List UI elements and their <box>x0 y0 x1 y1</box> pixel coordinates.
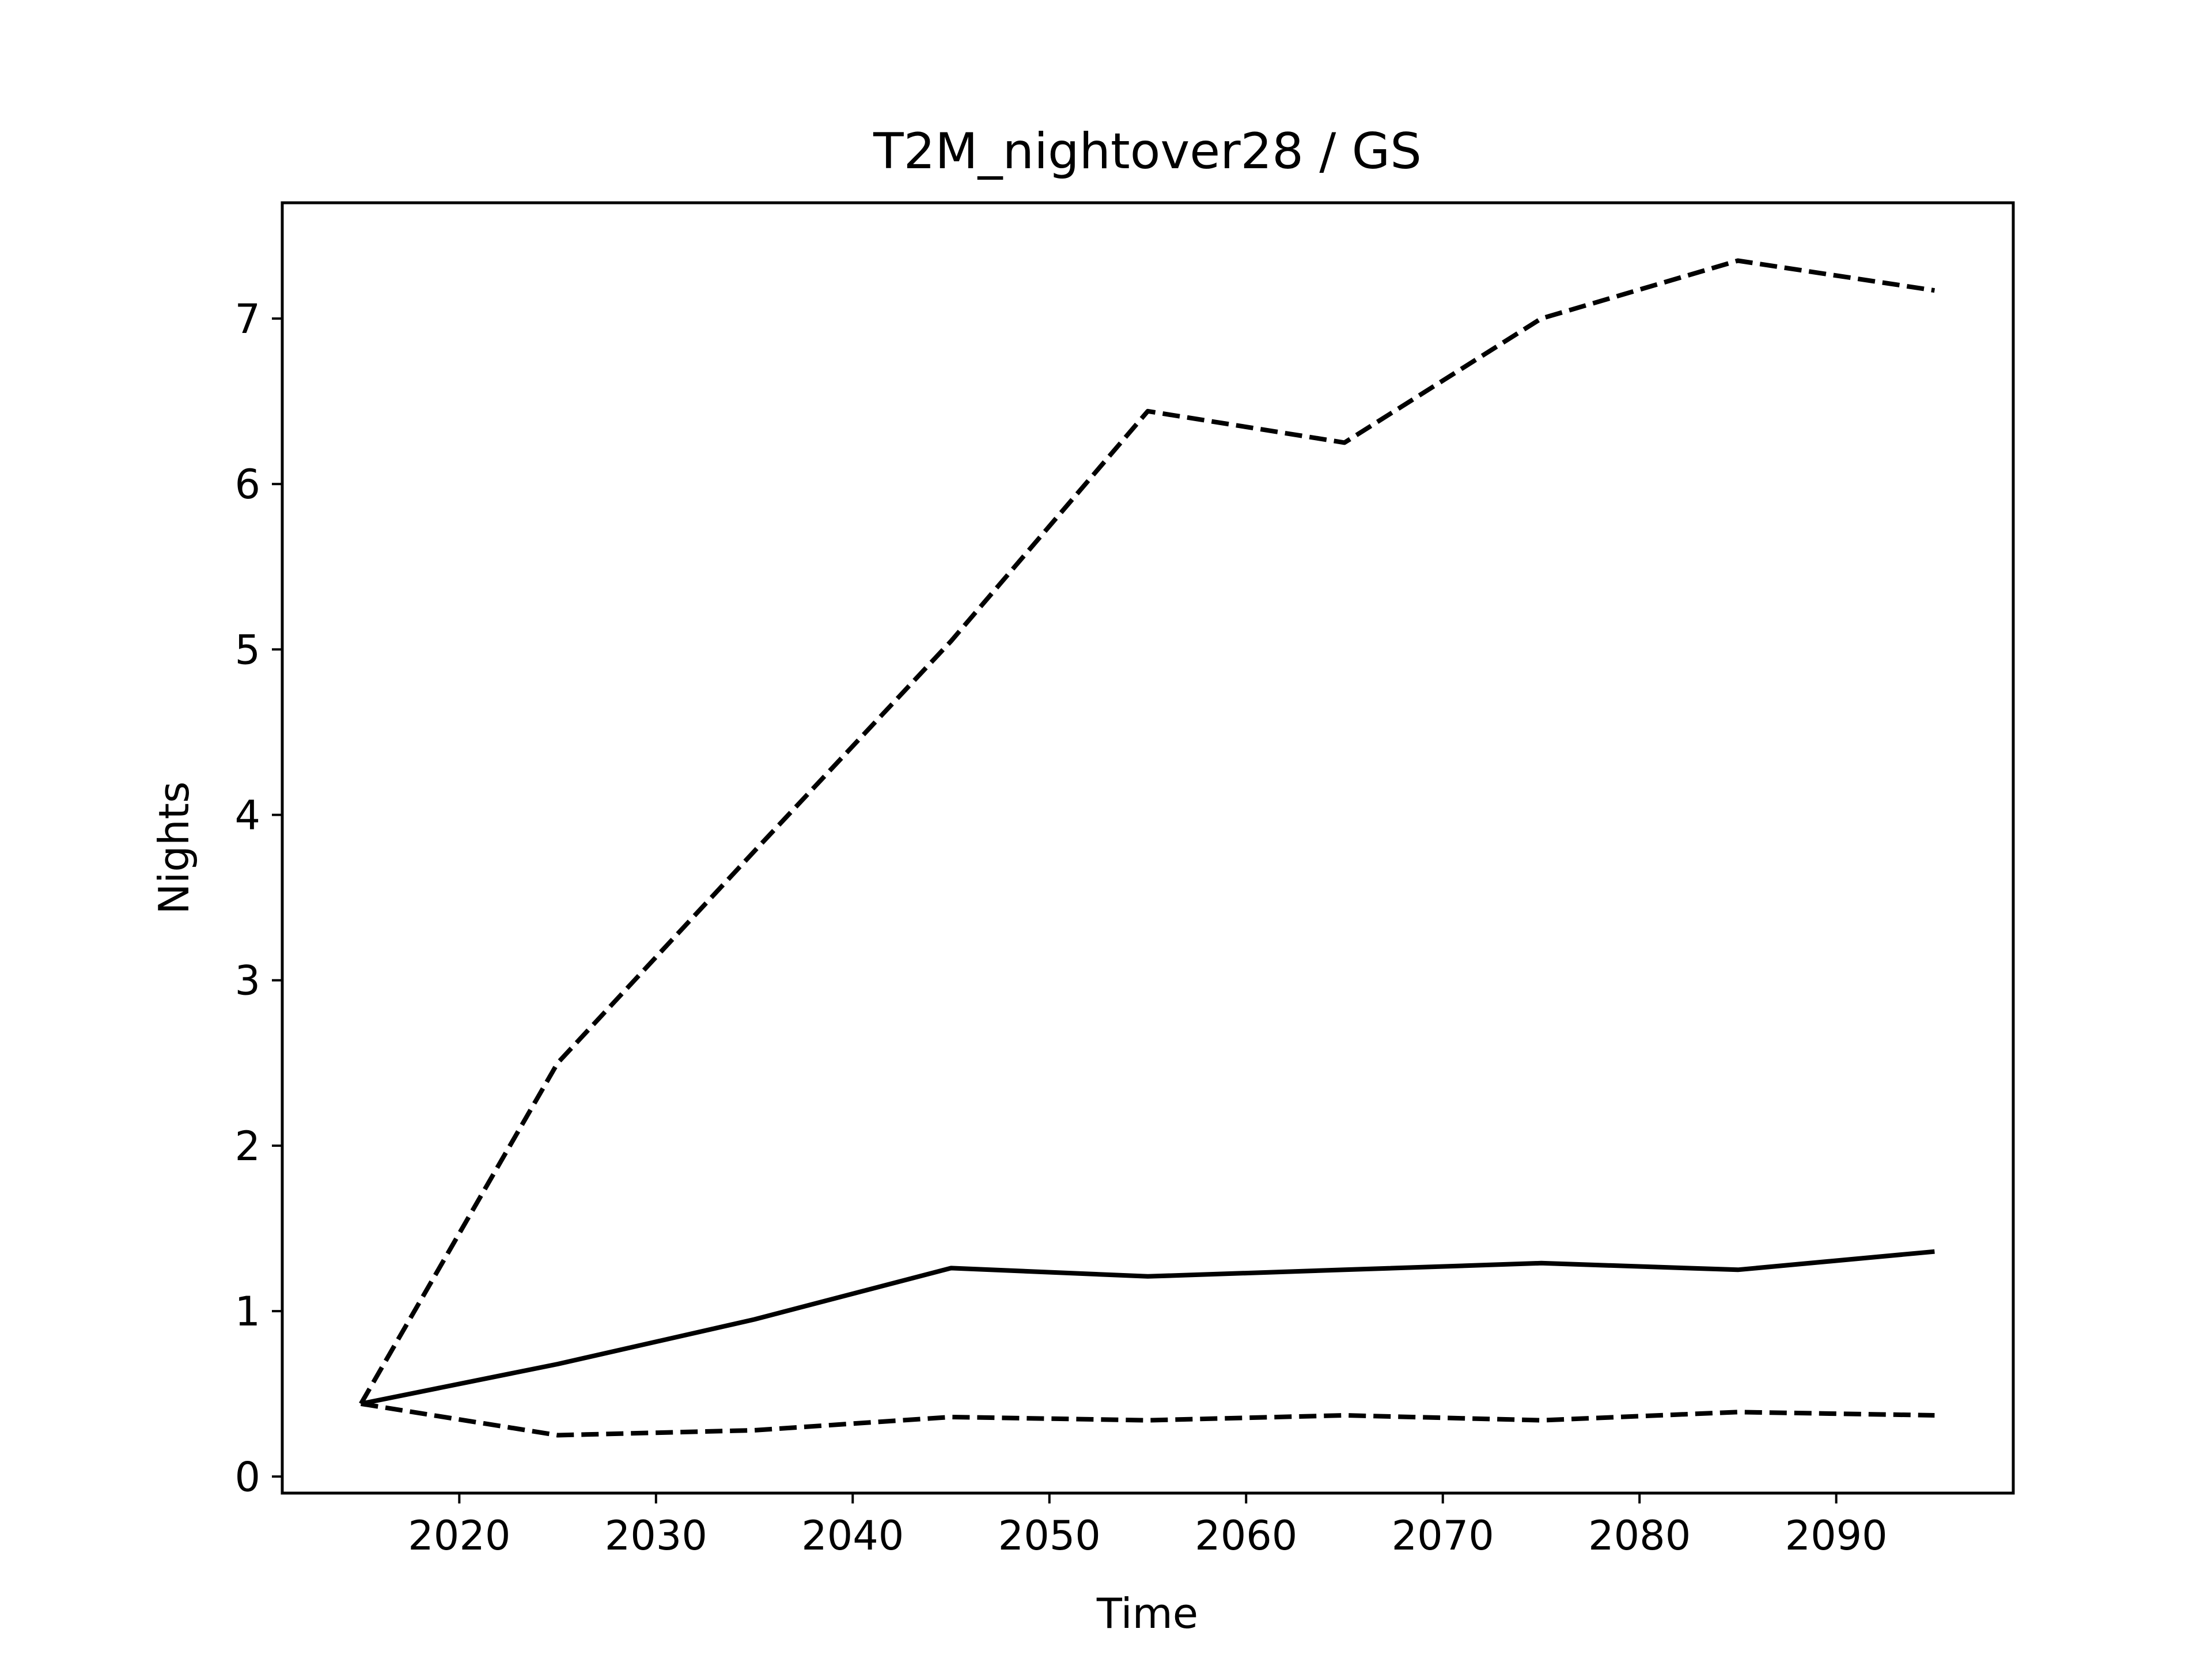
y-tick-label: 6 <box>234 461 260 508</box>
y-axis-ticks: 0 1 2 3 4 5 6 7 <box>234 296 282 1501</box>
x-tick-label: 2030 <box>605 1512 707 1559</box>
y-axis-label: Nights <box>150 782 198 915</box>
x-tick-label: 2050 <box>998 1512 1101 1559</box>
x-tick-label: 2070 <box>1392 1512 1494 1559</box>
x-axis-label: Time <box>1096 1589 1198 1638</box>
plot-frame <box>281 201 2015 1495</box>
series-line-3 <box>360 1401 1935 1438</box>
x-tick-label: 2020 <box>408 1512 510 1559</box>
y-tick-label: 4 <box>234 792 260 839</box>
plot-lines <box>359 258 1935 1438</box>
chart-title: T2M_nightover28 / GS <box>873 123 1422 180</box>
x-axis-ticks: 2020 2030 2040 2050 2060 2070 2080 2090 <box>408 1493 1888 1559</box>
x-tick-label: 2060 <box>1195 1512 1297 1559</box>
x-tick-label: 2090 <box>1785 1512 1888 1559</box>
y-tick-label: 7 <box>234 296 260 343</box>
y-tick-label: 5 <box>234 626 260 673</box>
y-tick-label: 1 <box>234 1288 260 1335</box>
y-tick-label: 2 <box>234 1123 260 1170</box>
x-tick-label: 2040 <box>801 1512 904 1559</box>
series-line-1 <box>359 258 1935 1405</box>
x-tick-label: 2080 <box>1588 1512 1691 1559</box>
y-tick-label: 0 <box>234 1453 260 1501</box>
y-tick-label: 3 <box>234 957 260 1005</box>
series-line-2 <box>360 1249 1935 1406</box>
